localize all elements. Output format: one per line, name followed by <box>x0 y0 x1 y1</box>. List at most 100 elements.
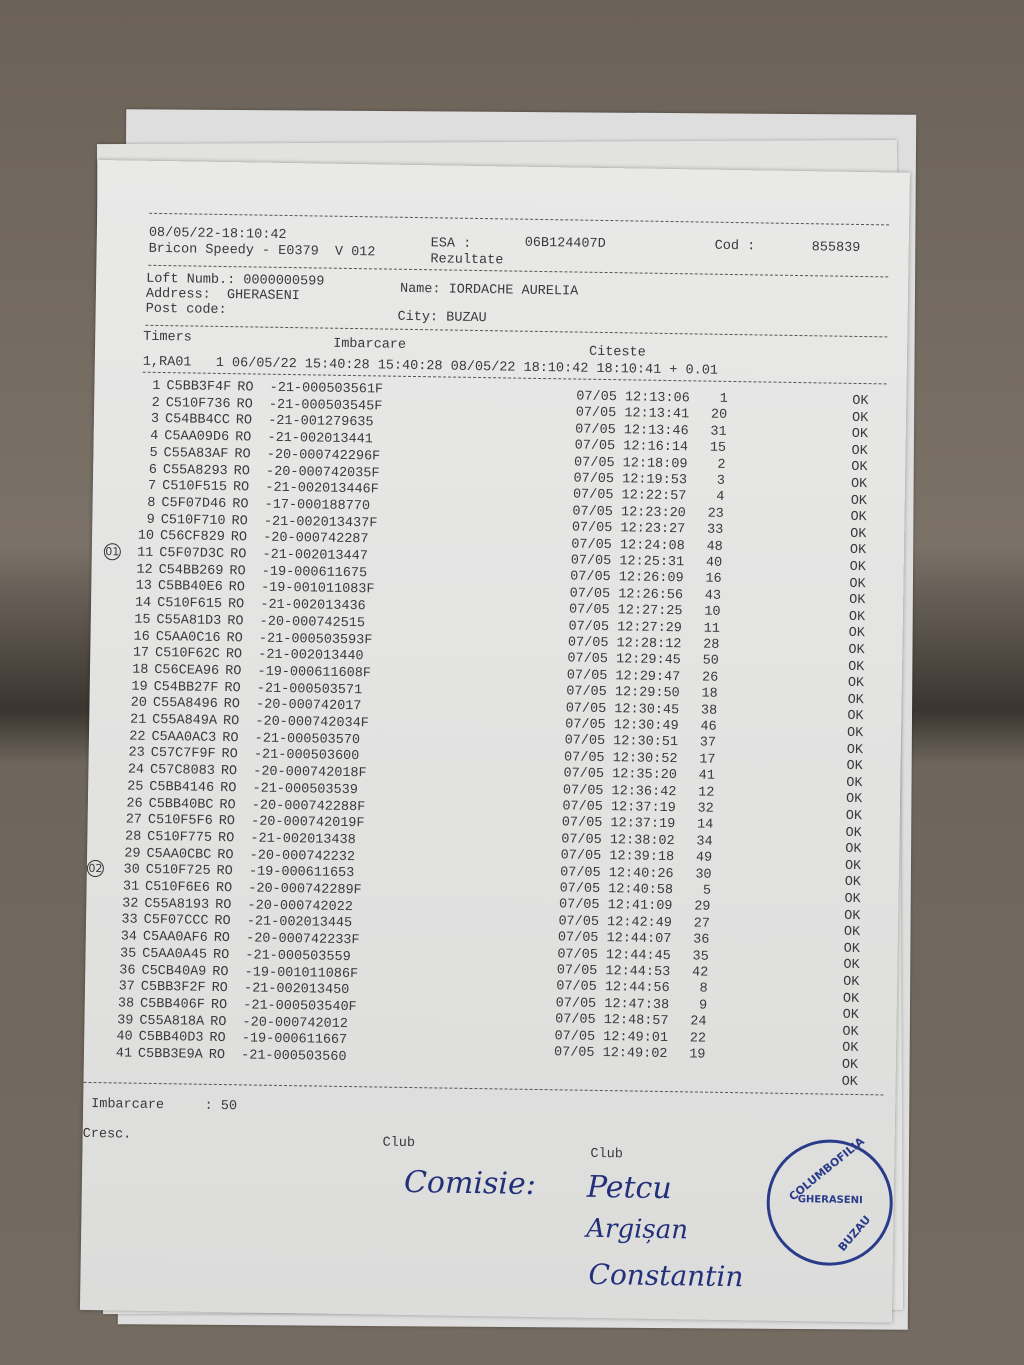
ring-number: RO -17-000188770 <box>232 497 371 515</box>
position-number: 36 <box>693 932 710 948</box>
device-name: Bricon Speedy - E0379 V 012 <box>148 241 376 261</box>
position-number: 17 <box>699 752 716 768</box>
position-number: 10 <box>704 604 721 621</box>
ring-number: RO -21-002013437F <box>231 513 378 532</box>
ring-number: RO -21-002013446F <box>232 480 379 498</box>
status-ok: OK <box>844 891 861 908</box>
arrival-time: 07/05 12:24:08 <box>571 537 685 554</box>
arrival-row: 07/05 12:13:06 1 <box>576 390 728 407</box>
chip-id: C56CF829 <box>159 529 225 546</box>
handwritten-comisie: Comisie: <box>403 1164 537 1203</box>
arrival-time: 07/05 12:44:45 <box>557 946 671 964</box>
position-number: 15 <box>709 440 727 457</box>
position-number: 14 <box>696 817 714 834</box>
arrival-row: 07/05 12:25:31 40 <box>571 553 723 570</box>
ring-row: 8 C5F07D46 RO -17-000188770 <box>133 495 370 514</box>
ring-row: 4 C5AA09D6 RO -21-002013441 <box>136 429 373 447</box>
club-label-2: Club <box>590 1146 623 1163</box>
ring-number: RO -19-000611675 <box>229 563 368 581</box>
arrival-time: 07/05 12:26:56 <box>569 586 684 604</box>
status-ok: OK <box>847 692 864 708</box>
status-ok: OK <box>841 1057 859 1074</box>
position-number: 33 <box>706 522 724 539</box>
status-ok: OK <box>851 427 869 443</box>
arrival-time: 07/05 12:49:01 <box>554 1028 669 1046</box>
chip-id: C55A8496 <box>152 696 218 713</box>
row-number: 25 <box>127 779 144 795</box>
status-ok: OK <box>842 1024 859 1040</box>
ring-row: 34 C5AA0AF6 RO -20-000742233F <box>115 929 360 949</box>
ring-row: 24 C57C8083 RO -20-000742018F <box>122 763 367 782</box>
ring-row: 10 C56CF829 RO -20-000742287 <box>132 529 369 548</box>
status-ok: OK <box>848 626 865 642</box>
ring-row: 30 C510F725 RO -19-000611653 <box>118 863 354 882</box>
divider <box>149 212 890 226</box>
loft-owner-name: Name: IORDACHE AURELIA <box>399 281 579 300</box>
ring-number: RO -20-000742287 <box>230 530 369 548</box>
loft-city: City: BUZAU <box>397 309 487 327</box>
arrival-row: 07/05 12:44:07 36 <box>558 931 710 948</box>
row-number: 33 <box>121 912 138 929</box>
status-ok: OK <box>845 792 863 808</box>
arrival-time: 07/05 12:29:45 <box>567 651 681 669</box>
arrival-time: 07/05 12:35:20 <box>563 766 678 784</box>
arrival-time: 07/05 12:23:27 <box>571 520 686 538</box>
ring-row: 20 C55A8496 RO -20-000742017 <box>125 696 362 715</box>
row-number: 24 <box>127 762 145 778</box>
status-ok: OK <box>844 858 862 874</box>
row-number: 21 <box>129 712 147 728</box>
ring-number: RO -21-000503600 <box>221 747 360 765</box>
ring-row: 29 C5AA0CBC RO -20-000742232 <box>118 846 355 865</box>
chip-id: C57C7F9F <box>150 746 216 763</box>
ring-row: 41 C5BB3E9A RO -21-000503560 <box>110 1046 347 1065</box>
arrival-time: 07/05 12:29:50 <box>566 684 680 702</box>
ring-row: 37 C5BB3F2F RO -21-002013450 <box>113 980 349 999</box>
arrival-time: 07/05 12:13:46 <box>575 422 689 440</box>
ring-number: RO -21-000503570 <box>222 730 361 748</box>
ring-row: 27 C510F5F6 RO -20-000742019F <box>120 813 365 832</box>
arrival-row: 07/05 12:39:18 49 <box>561 849 713 866</box>
stamp-middle-text: GHERASENI <box>797 1194 863 1207</box>
ring-row: 40 C5BB40D3 RO -19-000611667 <box>111 1030 347 1049</box>
chip-id: C5AA0AF6 <box>142 929 208 946</box>
esa-value: 06B124407D <box>524 235 606 252</box>
arrival-row: 07/05 12:30:45 38 <box>566 701 718 718</box>
row-number: 5 <box>149 445 158 461</box>
position-number: 23 <box>707 506 724 522</box>
chip-id: C510F736 <box>165 395 231 412</box>
ring-number: RO -20-000742288F <box>219 797 366 815</box>
arrival-time: 07/05 12:25:31 <box>570 553 685 571</box>
ring-row: 33 C5F07CCC RO -21-002013445 <box>116 912 352 932</box>
arrival-time: 07/05 12:18:09 <box>573 455 688 472</box>
row-number: 18 <box>132 662 149 678</box>
arrival-row: 07/05 12:30:52 17 <box>564 750 716 767</box>
arrival-row: 07/05 12:24:08 48 <box>571 537 723 554</box>
status-ok: OK <box>845 808 863 825</box>
ring-number: RO -21-002013438 <box>217 830 356 849</box>
arrival-row: 07/05 12:28:12 28 <box>568 635 720 652</box>
position-number: 9 <box>698 998 708 1014</box>
imbarcare-label: Imbarcare <box>333 336 407 353</box>
arrival-row: 07/05 12:36:42 12 <box>563 783 715 800</box>
chip-id: C5BB40D3 <box>138 1030 204 1047</box>
chip-id: C5AA0C16 <box>155 629 221 646</box>
arrival-time: 07/05 12:23:20 <box>572 504 686 522</box>
ring-number: RO -19-000611608F <box>225 663 372 682</box>
ring-number: RO -20-000742012 <box>210 1014 349 1032</box>
status-ok: OK <box>843 925 861 941</box>
ring-row: 17 C510F62C RO -21-002013440 <box>127 646 364 665</box>
chip-id: C5AA0A45 <box>142 946 208 963</box>
ring-row: 1 C5BB3F4F RO -21-000503561F <box>138 379 383 398</box>
position-number: 11 <box>703 621 721 637</box>
position-number: 20 <box>710 408 728 424</box>
chip-id: C55A81D3 <box>156 612 222 629</box>
club-stamp: COLUMBOFILIA GHERASENI BUZAU <box>765 1135 894 1267</box>
ring-row: 22 C5AA0AC3 RO -21-000503570 <box>123 729 360 748</box>
arrival-row: 07/05 12:29:45 50 <box>567 652 719 669</box>
chip-id: C510F710 <box>160 512 226 529</box>
arrival-time: 07/05 12:44:53 <box>556 963 671 981</box>
status-ok: OK <box>851 460 868 476</box>
ring-number: RO -19-001011083F <box>228 580 375 598</box>
timers-label: Timers <box>143 329 192 346</box>
print-datetime: 08/05/22-18:10:42 <box>148 225 287 243</box>
